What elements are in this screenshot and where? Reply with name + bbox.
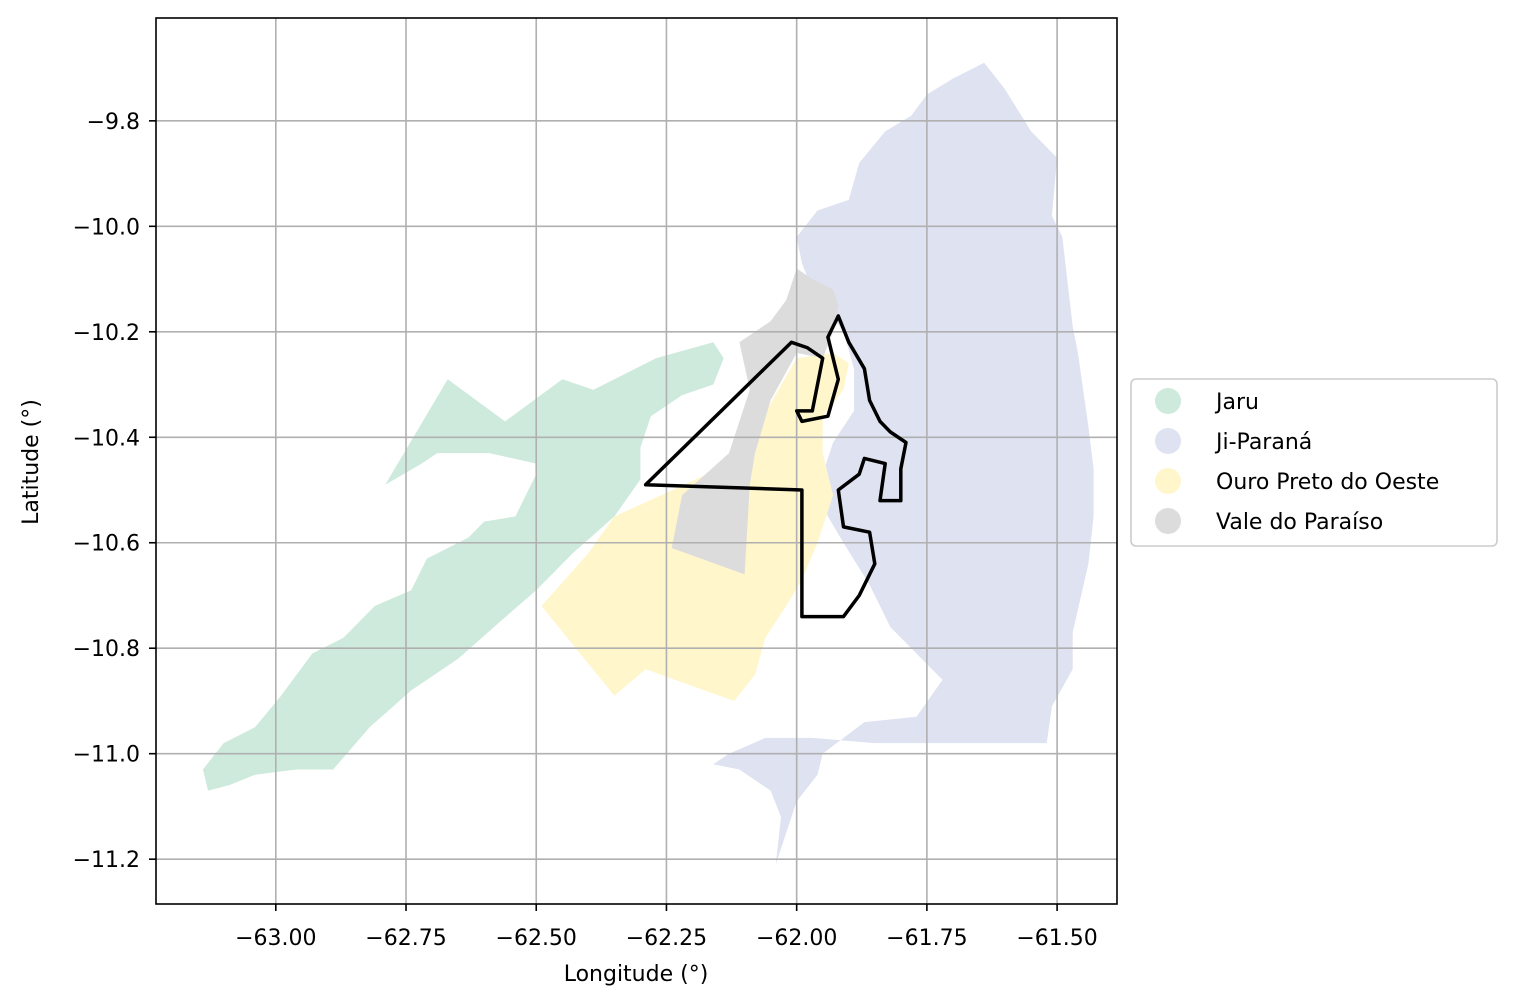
x-tick-label: −62.50 xyxy=(496,926,577,951)
legend-label: Vale do Paraíso xyxy=(1216,510,1383,535)
y-tick-label: −10.0 xyxy=(73,215,140,240)
legend-item-ji-parana: Ji-Paraná xyxy=(1155,428,1312,455)
highlight-outlines xyxy=(643,314,908,619)
x-axis-ticks: −63.00 −62.75 −62.50 −62.25 −62.00 −61.75 −61.… xyxy=(235,904,1098,951)
x-axis-label: Longitude (°) xyxy=(564,962,709,987)
y-tick-label: −9.8 xyxy=(87,110,140,135)
x-tick-label: −63.00 xyxy=(235,926,316,951)
legend-marker xyxy=(1155,428,1181,454)
legend-marker xyxy=(1155,388,1181,414)
region-jaru xyxy=(202,342,724,791)
y-tick-label: −10.8 xyxy=(73,637,140,662)
highlight-outline xyxy=(643,314,908,619)
x-tick-label: −62.75 xyxy=(365,926,446,951)
legend-marker xyxy=(1155,508,1181,534)
legend-box xyxy=(1130,378,1498,547)
legend-label: Ouro Preto do Oeste xyxy=(1216,470,1439,495)
legend-label: Ji-Paraná xyxy=(1214,430,1312,455)
grid xyxy=(156,18,1117,904)
x-tick-label: −62.00 xyxy=(756,926,837,951)
y-axis-ticks: −9.8 −10.0 −10.2 −10.4 −10.6 −10.8 −11.0 −11.2 xyxy=(73,110,156,873)
y-tick-label: −10.6 xyxy=(73,532,140,557)
y-tick-label: −10.2 xyxy=(73,321,140,346)
y-tick-label: −11.0 xyxy=(73,743,140,768)
y-tick-label: −10.4 xyxy=(73,426,140,451)
x-tick-label: −61.50 xyxy=(1016,926,1097,951)
legend-item-jaru: Jaru xyxy=(1155,388,1259,415)
legend: Jaru Ji-Paraná Ouro Preto do Oeste Vale do … xyxy=(1130,378,1498,547)
legend-label: Jaru xyxy=(1214,390,1259,415)
legend-item-ouro-preto-do-oeste: Ouro Preto do Oeste xyxy=(1155,468,1439,495)
legend-marker xyxy=(1155,468,1181,494)
y-axis-label: Latitude (°) xyxy=(19,399,44,525)
legend-item-vale-do-paraiso: Vale do Paraíso xyxy=(1155,508,1383,535)
x-tick-label: −61.75 xyxy=(886,926,967,951)
y-tick-label: −11.2 xyxy=(73,848,140,873)
plot-frame xyxy=(155,17,1118,905)
x-tick-label: −62.25 xyxy=(626,926,707,951)
